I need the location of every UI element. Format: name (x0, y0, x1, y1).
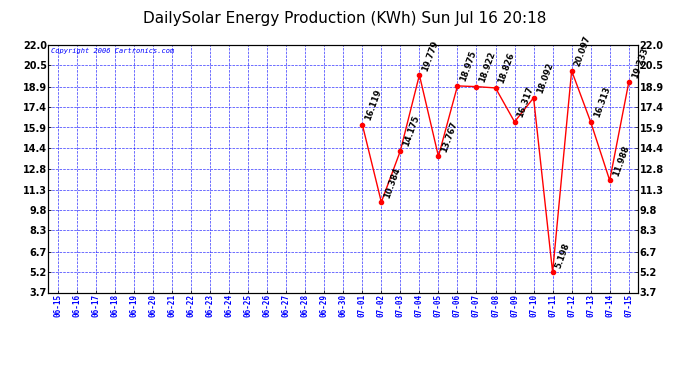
Text: 18.092: 18.092 (535, 62, 555, 95)
Text: 10.384: 10.384 (383, 166, 402, 200)
Text: 18.826: 18.826 (497, 52, 516, 85)
Text: 18.975: 18.975 (459, 50, 478, 83)
Text: 19.233: 19.233 (630, 46, 649, 80)
Text: 16.317: 16.317 (516, 86, 535, 119)
Text: 19.779: 19.779 (421, 39, 440, 72)
Text: 18.922: 18.922 (478, 50, 497, 84)
Text: 14.175: 14.175 (402, 114, 422, 148)
Text: 11.988: 11.988 (611, 144, 631, 178)
Text: 20.097: 20.097 (573, 35, 593, 68)
Text: 5.198: 5.198 (554, 242, 571, 270)
Text: 16.119: 16.119 (364, 88, 383, 122)
Text: 13.767: 13.767 (440, 120, 460, 154)
Text: Copyright 2006 Cartronics.com: Copyright 2006 Cartronics.com (51, 48, 175, 54)
Text: 16.313: 16.313 (592, 86, 611, 119)
Text: DailySolar Energy Production (KWh) Sun Jul 16 20:18: DailySolar Energy Production (KWh) Sun J… (144, 11, 546, 26)
